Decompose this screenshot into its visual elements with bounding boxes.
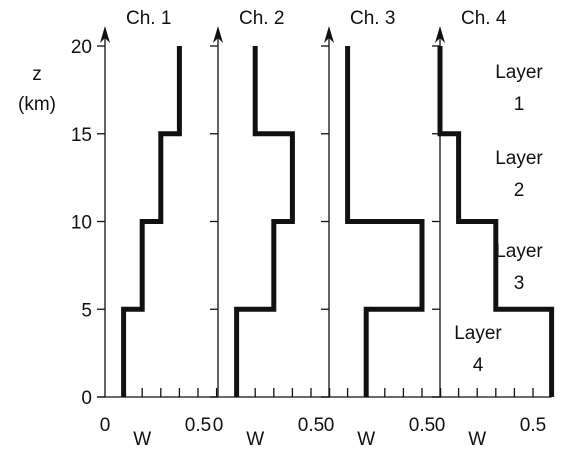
x-tick-label: 0 xyxy=(213,415,224,436)
layer-label-line: 4 xyxy=(473,355,484,376)
x-tick-label: 0 xyxy=(435,415,446,436)
y-tick-label: 20 xyxy=(71,37,92,58)
weighting-profile-line xyxy=(437,46,555,397)
layer-label-4: Layer 4 xyxy=(454,323,502,376)
panel-title: Ch. 4 xyxy=(461,8,507,29)
layer-label-line: Layer xyxy=(495,62,543,83)
panel-title: Ch. 1 xyxy=(126,8,171,29)
y-axis-arrow xyxy=(100,26,110,43)
x-tick-label: 0.5 xyxy=(298,415,324,436)
y-axis-arrow xyxy=(435,26,445,43)
x-tick-label: 0.5 xyxy=(520,415,546,436)
x-axis-label: W xyxy=(468,429,486,450)
layer-label-2: Layer 2 xyxy=(495,148,543,201)
layer-label-3: Layer 3 xyxy=(495,241,543,294)
x-tick-label: 0 xyxy=(100,415,111,436)
layer-label-line: Layer xyxy=(495,148,543,169)
layer-label-1: Layer 1 xyxy=(495,62,543,115)
layer-label-line: 1 xyxy=(514,94,525,115)
weighting-profile-line xyxy=(121,46,182,397)
panel-3: 0 0.5 W Ch. 3 xyxy=(321,8,442,450)
layer-label-line: 3 xyxy=(514,273,525,294)
panel-1: 0 0.5 W Ch. 1 xyxy=(97,8,218,450)
layer-label-line: Layer xyxy=(454,323,502,344)
y-tick-label: 0 xyxy=(81,388,92,409)
y-axis-label: z (km) xyxy=(18,64,56,115)
x-tick-label: 0 xyxy=(324,415,335,436)
panel-title: Ch. 3 xyxy=(350,8,395,29)
layer-label-line: Layer xyxy=(495,241,543,262)
y-tick-label: 10 xyxy=(71,213,92,234)
weighting-profile-line xyxy=(345,46,425,397)
x-axis-label: W xyxy=(133,429,151,450)
y-axis-label-line-2: (km) xyxy=(18,94,56,115)
x-axis-label: W xyxy=(246,429,264,450)
x-tick-label: 0.5 xyxy=(409,415,435,436)
y-axis-label-line-1: z xyxy=(32,64,42,85)
y-tick-label: 5 xyxy=(81,300,92,321)
weighting-profile-line xyxy=(234,46,295,397)
layer-labels: Layer 1 Layer 2 Layer 3 Layer 4 xyxy=(454,62,543,376)
panel-2: 0 0.5 W Ch. 2 xyxy=(210,8,331,450)
layer-label-line: 2 xyxy=(514,180,525,201)
y-tick-label: 15 xyxy=(71,125,92,146)
y-axis-arrow xyxy=(324,26,334,43)
panel-4: 0 0.5 W Ch. 4 xyxy=(432,8,555,450)
y-tick-labels: 0 5 10 15 20 xyxy=(71,37,92,409)
x-axis-label: W xyxy=(357,429,375,450)
y-axis-arrow xyxy=(213,26,223,43)
panel-title: Ch. 2 xyxy=(239,8,284,29)
x-tick-label: 0.5 xyxy=(185,415,211,436)
